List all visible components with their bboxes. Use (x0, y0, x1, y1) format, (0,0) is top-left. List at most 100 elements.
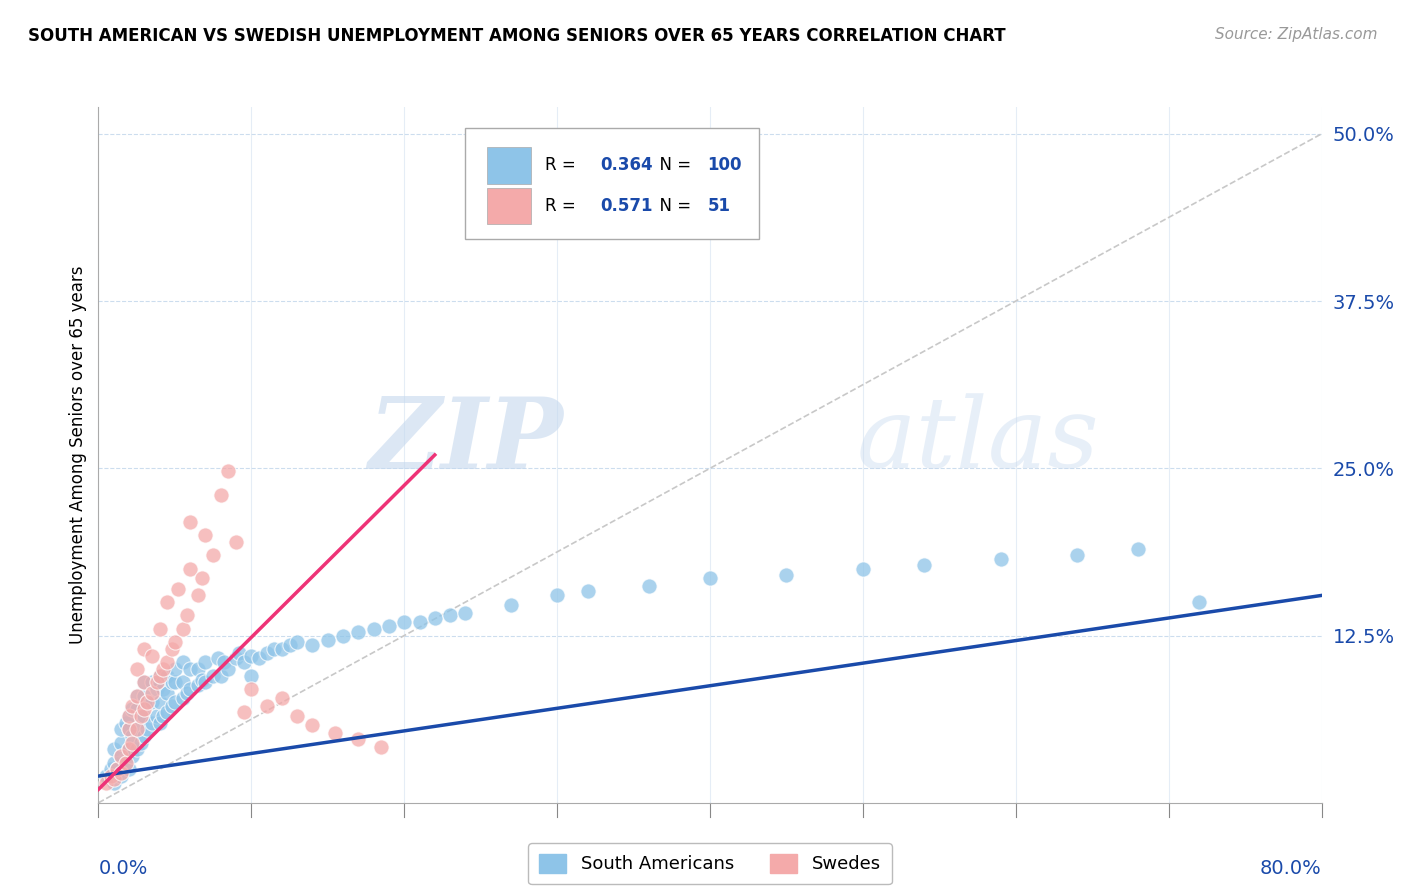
Point (141, 675, 163, 690)
Point (134, 675, 156, 690)
Point (546, 589, 568, 603)
Point (149, 669, 172, 683)
Point (163, 662, 186, 676)
Point (285, 635, 308, 649)
Point (240, 648, 263, 663)
Point (247, 651, 270, 665)
Point (152, 662, 174, 676)
Point (187, 678, 209, 692)
Point (125, 662, 148, 676)
Point (118, 762, 141, 776)
Point (172, 691, 194, 706)
Point (167, 582, 190, 596)
Point (209, 488, 232, 502)
Point (103, 756, 125, 770)
Point (125, 723, 148, 737)
Text: atlas: atlas (856, 393, 1099, 489)
Text: 80.0%: 80.0% (1260, 859, 1322, 878)
Point (100, 762, 122, 776)
Point (160, 642, 183, 657)
Point (125, 689, 148, 703)
Point (163, 696, 186, 710)
Point (134, 729, 156, 743)
Point (156, 705, 179, 719)
Point (194, 655, 217, 669)
Point (115, 715, 138, 730)
Y-axis label: Unemployment Among Seniors over 65 years: Unemployment Among Seniors over 65 years (69, 266, 87, 644)
Point (240, 681, 263, 696)
Point (172, 655, 194, 669)
Point (225, 535, 247, 549)
Point (125, 702, 148, 716)
Point (285, 708, 308, 723)
Point (202, 669, 225, 683)
Point (125, 742, 148, 756)
Point (125, 723, 148, 737)
Point (191, 673, 214, 687)
Point (149, 696, 172, 710)
Point (129, 708, 152, 723)
Point (103, 772, 125, 786)
Point (699, 571, 721, 585)
Point (156, 686, 179, 700)
Point (121, 735, 143, 749)
Text: R =: R = (546, 156, 581, 175)
Point (301, 718, 323, 732)
Point (912, 558, 935, 572)
Point (179, 662, 201, 676)
Text: 0.0%: 0.0% (98, 859, 148, 878)
Point (141, 715, 163, 730)
Point (179, 562, 201, 576)
Point (263, 642, 285, 657)
Point (145, 681, 167, 696)
Point (370, 739, 392, 754)
Point (256, 646, 278, 660)
Point (118, 742, 141, 756)
Point (103, 775, 125, 790)
Point (110, 749, 132, 764)
Point (256, 699, 278, 714)
Point (172, 675, 194, 690)
Point (347, 624, 370, 639)
Point (110, 723, 132, 737)
Point (301, 638, 323, 652)
Point (187, 662, 209, 676)
Point (145, 675, 167, 690)
Point (439, 608, 461, 623)
Point (225, 651, 247, 665)
Point (212, 655, 235, 669)
Point (176, 686, 198, 700)
Point (141, 696, 163, 710)
Point (134, 702, 156, 716)
Point (136, 696, 159, 710)
Point (129, 735, 152, 749)
Point (134, 675, 156, 690)
Point (149, 715, 172, 730)
Point (118, 708, 141, 723)
Point (125, 689, 148, 703)
Point (576, 584, 599, 599)
Point (423, 611, 446, 625)
Point (172, 622, 194, 636)
Point (163, 635, 186, 649)
Point (105, 762, 128, 776)
Point (156, 669, 179, 683)
Point (160, 699, 183, 714)
Point (110, 749, 132, 764)
Point (278, 638, 301, 652)
Point (121, 702, 143, 716)
Point (94, 775, 117, 790)
Text: N =: N = (648, 156, 696, 175)
Point (1128, 541, 1150, 556)
Point (217, 464, 239, 478)
Point (1188, 595, 1211, 609)
Point (194, 675, 217, 690)
Point (105, 762, 128, 776)
Point (501, 598, 523, 612)
Text: Source: ZipAtlas.com: Source: ZipAtlas.com (1215, 27, 1378, 42)
Point (156, 655, 179, 669)
Point (217, 662, 239, 676)
Point (110, 735, 132, 749)
Point (121, 699, 143, 714)
Point (325, 726, 347, 740)
